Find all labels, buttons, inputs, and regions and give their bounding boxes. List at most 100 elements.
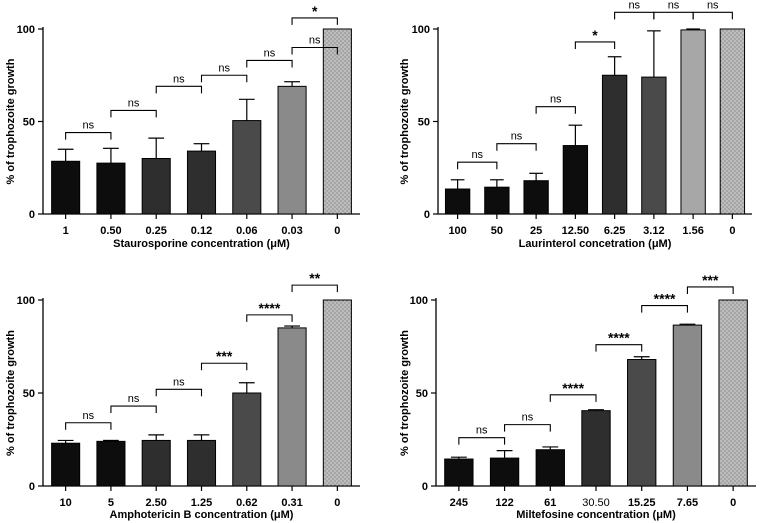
significance-label: ns: [511, 131, 523, 143]
significance-bracket: [641, 305, 688, 313]
x-tick-label: 0: [730, 497, 736, 509]
bar-25: [523, 180, 549, 215]
bar-0: [718, 299, 748, 487]
y-tick-label: 100: [412, 24, 430, 36]
x-tick-label: 3.12: [643, 225, 664, 237]
x-tick-label: 2.50: [146, 497, 167, 509]
x-tick-label: 100: [448, 225, 466, 237]
y-tick-label: 50: [418, 117, 430, 129]
bar-15.25: [627, 359, 657, 487]
x-tick-label: 0.12: [191, 225, 212, 237]
significance-label: *: [312, 3, 318, 19]
x-tick-label: 25: [530, 225, 542, 237]
significance-label: ns: [471, 149, 483, 161]
significance-label: ns: [82, 410, 94, 422]
significance-label: ****: [654, 291, 676, 307]
y-tick-label: 100: [17, 24, 35, 36]
significance-label: ****: [562, 380, 584, 396]
x-tick-label: 5: [108, 497, 114, 509]
x-tick-label: 61: [544, 497, 556, 509]
significance-bracket: [574, 41, 616, 49]
x-tick-label: 15.25: [628, 497, 656, 509]
significance-bracket: [110, 109, 157, 118]
significance-label: ns: [628, 0, 640, 11]
x-tick-label: 0.06: [236, 225, 257, 237]
significance-label: ***: [702, 272, 719, 288]
y-tick-label: 50: [23, 117, 35, 129]
x-tick-label: 245: [450, 497, 468, 509]
bar-61: [535, 449, 565, 487]
y-tick-label: 0: [29, 209, 35, 221]
bar-2.50: [141, 439, 171, 487]
x-tick-label: 7.65: [677, 497, 698, 509]
x-tick-label: 50: [491, 225, 503, 237]
significance-label: ****: [259, 300, 281, 316]
x-tick-label: 1: [63, 225, 69, 237]
significance-bracket: [686, 286, 734, 294]
bar-5: [96, 440, 126, 487]
x-tick-label: 0.31: [281, 497, 302, 509]
x-axis-label: Miltefosine concentration (μM): [516, 509, 676, 521]
bar-3.12: [641, 76, 667, 215]
significance-label: ns: [550, 94, 562, 106]
bar-0.12: [186, 150, 217, 215]
significance-bracket: [246, 314, 293, 322]
bar-0: [322, 28, 352, 215]
y-tick-label: 50: [23, 388, 35, 400]
bar-245: [444, 458, 474, 487]
bar-0.06: [232, 120, 262, 215]
significance-bracket: [291, 17, 338, 25]
y-axis-label: % of trophozoite growth: [399, 330, 411, 456]
y-axis-label: % of trophozoite growth: [399, 58, 411, 184]
significance-bracket: [614, 11, 655, 20]
significance-bracket: [200, 74, 248, 83]
x-tick-label: 122: [495, 497, 513, 509]
chart-amphotericin-b: 0 50 100 % of trophozoite growth 10 5 2.50 1.25…: [5, 270, 360, 521]
bar-0.31: [277, 327, 307, 487]
bar-10: [51, 442, 81, 487]
bar-122: [489, 457, 520, 487]
significance-label: ns: [82, 120, 94, 132]
bar-100: [444, 188, 471, 215]
significance-bracket: [549, 394, 597, 402]
significance-bracket: [65, 132, 112, 140]
significance-bracket: [200, 362, 248, 371]
significance-bracket: [496, 143, 537, 151]
x-tick-label: 0.25: [146, 225, 167, 237]
significance-label: ns: [522, 412, 534, 424]
chart-miltefosine: 0 50 100 % of trophozoite growth 245 122 61 30.…: [399, 272, 756, 521]
x-axis-label: Amphotericin B concentration (μM): [110, 509, 294, 521]
bar-30.50: [581, 410, 611, 487]
significance-label: ns: [264, 47, 276, 59]
bar-0: [719, 28, 746, 215]
significance-bracket: [65, 422, 112, 430]
significance-label: ns: [128, 97, 140, 109]
x-tick-label: 10: [60, 497, 72, 509]
bar-0.62: [232, 392, 262, 487]
y-tick-label: 0: [424, 209, 430, 221]
significance-label: **: [309, 270, 320, 286]
y-tick-label: 0: [29, 481, 35, 493]
significance-label: ns: [476, 425, 488, 437]
significance-bracket: [291, 46, 338, 55]
significance-label: ns: [707, 0, 719, 11]
y-axis-label: % of trophozoite growth: [5, 58, 17, 184]
bar-0: [322, 299, 352, 487]
bar-1.25: [186, 439, 217, 487]
significance-label: ns: [173, 73, 185, 85]
bar-1.56: [680, 29, 706, 215]
bar-50: [484, 186, 510, 215]
y-tick-label: 50: [416, 388, 428, 400]
x-tick-label: 0.62: [236, 497, 257, 509]
significance-label: ****: [608, 330, 630, 346]
significance-label: ns: [128, 393, 140, 405]
bar-7.65: [672, 324, 703, 487]
significance-bracket: [246, 59, 293, 68]
significance-bracket: [457, 161, 498, 170]
x-tick-label: 1.25: [191, 497, 212, 509]
y-axis-label: % of trophozoite growth: [5, 330, 17, 456]
significance-label: ns: [218, 62, 230, 74]
x-axis-label: Staurosporine concentration (μM): [113, 238, 290, 250]
bar-6.25: [601, 74, 628, 215]
